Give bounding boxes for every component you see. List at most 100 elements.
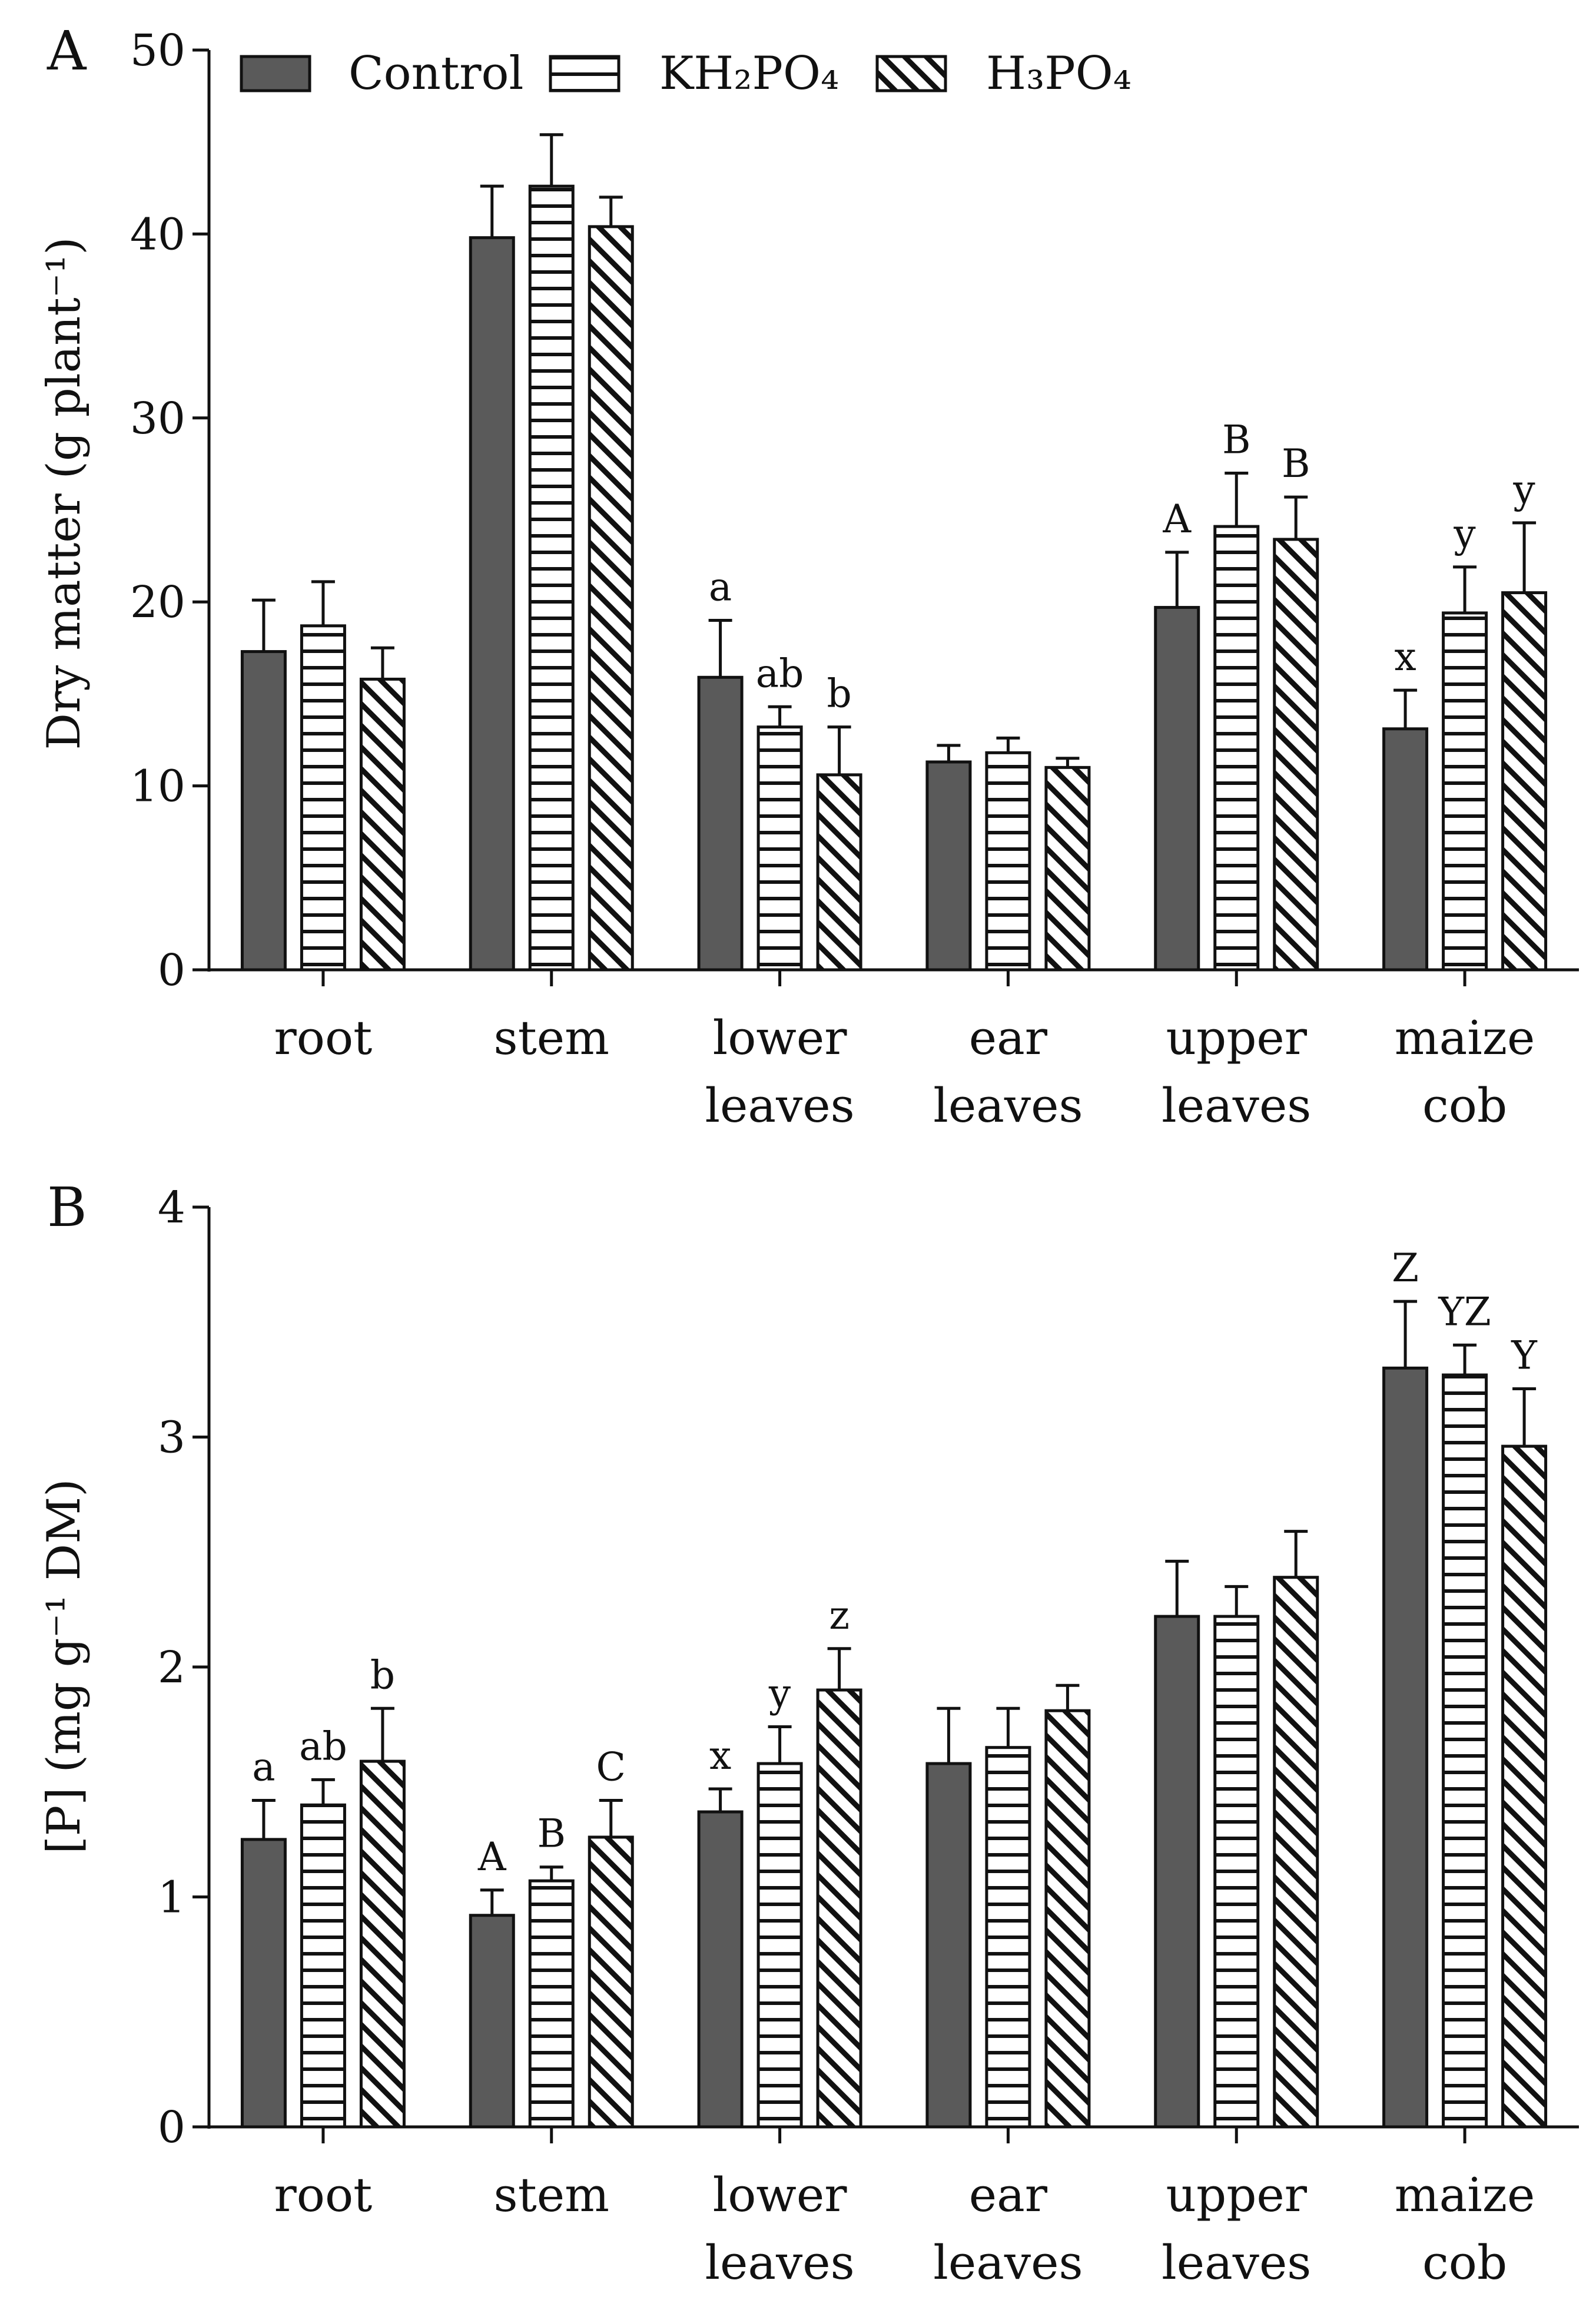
panel-a-category-label-maize-cob: cob bbox=[1422, 1078, 1507, 1133]
legend-item-control: Control bbox=[240, 47, 523, 100]
panel-b-bar-upper-leaves-kh2po4 bbox=[1213, 1615, 1260, 2129]
legend-label-kh2po4: KH₂PO₄ bbox=[659, 47, 839, 100]
panel-a-bar-root-h3po4 bbox=[359, 677, 406, 972]
panel-a-ytick-label: 40 bbox=[130, 209, 185, 260]
panel-a-bar-maize-cob-h3po4 bbox=[1501, 591, 1548, 972]
panel-b-bar-maize-cob-h3po4 bbox=[1501, 1444, 1548, 2129]
panel-b-category-label-lower-leaves: lower bbox=[713, 2168, 848, 2222]
panel-a-category-label-root: root bbox=[274, 1010, 373, 1065]
panel-b-ylabel: [P] (mg g⁻¹ DM) bbox=[38, 1479, 91, 1854]
panel-a-bar-stem-kh2po4 bbox=[528, 184, 575, 972]
panel-b-sig-label-lower-leaves-control: x bbox=[709, 1733, 731, 1778]
panel-b-sig-label-stem-kh2po4: B bbox=[537, 1811, 566, 1857]
panel-a-ytick-label: 20 bbox=[130, 577, 185, 628]
panel-a-letter: A bbox=[47, 19, 87, 82]
panel-b-category-label-maize-cob: maize bbox=[1395, 2168, 1535, 2222]
panel-b-sig-label-stem-control: A bbox=[477, 1834, 507, 1880]
panel-a-bar-lower-leaves-h3po4 bbox=[816, 773, 862, 972]
panel-b-sig-label-root-h3po4: b bbox=[370, 1652, 395, 1698]
panel-a-bar-ear-leaves-h3po4 bbox=[1044, 765, 1091, 972]
legend-swatch-kh2po4 bbox=[549, 55, 621, 92]
panel-a-bar-root-control bbox=[240, 650, 287, 972]
panel-a: A Dry matter (g plant⁻¹) 0 10 20 30 40 50 root… bbox=[38, 19, 1579, 1133]
panel-b-bar-lower-leaves-control bbox=[697, 1810, 744, 2129]
panel-a-category-label-upper-leaves: upper bbox=[1166, 1010, 1307, 1065]
panel-b-bar-root-control bbox=[240, 1838, 287, 2129]
panel-a-category-label-upper-leaves: leaves bbox=[1162, 1078, 1311, 1133]
panel-b-sig-label-root-control: a bbox=[252, 1744, 275, 1789]
panel-b-category-label-upper-leaves: upper bbox=[1166, 2168, 1307, 2222]
panel-a-category-label-lower-leaves: lower bbox=[713, 1010, 848, 1065]
panel-a-ytick-label: 0 bbox=[158, 945, 185, 996]
panel-b-bar-maize-cob-kh2po4 bbox=[1442, 1373, 1488, 2129]
panel-a-sig-label-lower-leaves-h3po4: b bbox=[827, 671, 851, 717]
panel-b-bar-lower-leaves-kh2po4 bbox=[756, 1762, 803, 2129]
legend-swatch-control bbox=[240, 55, 311, 92]
panel-b-sig-label-maize-cob-kh2po4: YZ bbox=[1438, 1289, 1491, 1334]
panel-a-sig-label-upper-leaves-kh2po4: B bbox=[1222, 417, 1251, 463]
panel-b-bar-ear-leaves-kh2po4 bbox=[985, 1746, 1031, 2129]
panel-a-sig-label-upper-leaves-control: A bbox=[1162, 496, 1192, 542]
panel-a-sig-label-upper-leaves-h3po4: B bbox=[1282, 441, 1310, 486]
panel-b-ytick-label: 3 bbox=[158, 1413, 185, 1463]
panel-b-category-label-upper-leaves: leaves bbox=[1162, 2235, 1311, 2290]
panel-a-bar-maize-cob-control bbox=[1382, 727, 1429, 972]
panel-b-bar-root-kh2po4 bbox=[300, 1803, 346, 2129]
panel-b-sig-label-root-kh2po4: ab bbox=[299, 1724, 347, 1769]
panel-a-bar-stem-control bbox=[469, 236, 515, 972]
panel-b-category-label-root: root bbox=[274, 2168, 373, 2222]
panel-b-category-label-ear-leaves: leaves bbox=[933, 2235, 1083, 2290]
legend-label-h3po4: H₃PO₄ bbox=[986, 47, 1132, 100]
panel-a-ylabel: Dry matter (g plant⁻¹) bbox=[38, 237, 91, 750]
panel-a-bar-stem-h3po4 bbox=[588, 225, 634, 972]
panel-b-bar-upper-leaves-h3po4 bbox=[1273, 1576, 1319, 2129]
panel-b-category-label-stem: stem bbox=[494, 2168, 609, 2222]
panel-b-category-label-maize-cob: cob bbox=[1422, 2235, 1507, 2290]
panel-a-bar-lower-leaves-control bbox=[697, 675, 744, 972]
panel-b-bar-root-h3po4 bbox=[359, 1759, 406, 2129]
panel-b-sig-label-maize-cob-h3po4: Y bbox=[1511, 1333, 1538, 1378]
panel-b-bar-upper-leaves-control bbox=[1154, 1615, 1200, 2129]
panel-a-sig-label-lower-leaves-kh2po4: ab bbox=[756, 651, 804, 696]
legend-item-kh2po4: KH₂PO₄ bbox=[549, 47, 839, 100]
panel-b-bar-ear-leaves-control bbox=[925, 1762, 972, 2129]
panel-a-ytick-label: 50 bbox=[130, 25, 185, 76]
panel-a-ytick-label: 30 bbox=[130, 393, 185, 444]
panel-a-category-label-ear-leaves: ear bbox=[969, 1010, 1048, 1065]
panel-b-sig-label-lower-leaves-kh2po4: y bbox=[768, 1671, 791, 1716]
panel-a-bar-ear-leaves-control bbox=[925, 760, 972, 972]
legend: Control KH₂PO₄ H₃PO₄ bbox=[240, 47, 1132, 100]
panel-a-sig-label-maize-cob-h3po4: y bbox=[1512, 467, 1535, 512]
panel-b-bar-lower-leaves-h3po4 bbox=[816, 1688, 862, 2129]
panel-a-bar-ear-leaves-kh2po4 bbox=[985, 751, 1031, 972]
panel-b-letter: B bbox=[47, 1176, 87, 1239]
panel-a-category-label-stem: stem bbox=[494, 1010, 609, 1065]
panel-b-ytick-label: 2 bbox=[158, 1642, 185, 1693]
panel-b-bar-stem-h3po4 bbox=[588, 1835, 634, 2129]
panel-b-sig-label-maize-cob-control: Z bbox=[1392, 1245, 1419, 1291]
panel-a-sig-label-maize-cob-control: x bbox=[1394, 634, 1416, 680]
panel-a-sig-label-lower-leaves-control: a bbox=[709, 564, 732, 609]
legend-swatch-h3po4 bbox=[875, 55, 947, 92]
panel-b-category-label-lower-leaves: leaves bbox=[705, 2235, 854, 2290]
legend-item-h3po4: H₃PO₄ bbox=[875, 47, 1132, 100]
panel-a-sig-label-maize-cob-kh2po4: y bbox=[1453, 511, 1476, 556]
panel-a-bar-maize-cob-kh2po4 bbox=[1442, 611, 1488, 972]
panel-b-category-label-ear-leaves: ear bbox=[969, 2168, 1048, 2222]
panel-b-bar-stem-control bbox=[469, 1914, 515, 2129]
panel-a-bar-upper-leaves-h3po4 bbox=[1273, 538, 1319, 972]
panel-a-category-label-lower-leaves: leaves bbox=[705, 1078, 854, 1133]
panel-a-category-label-ear-leaves: leaves bbox=[933, 1078, 1083, 1133]
panel-b-bar-ear-leaves-h3po4 bbox=[1044, 1709, 1091, 2129]
panel-b-ytick-label: 0 bbox=[158, 2102, 185, 2153]
panel-a-bar-lower-leaves-kh2po4 bbox=[756, 725, 803, 972]
panel-b-ytick-label: 4 bbox=[158, 1182, 185, 1233]
panel-a-bar-root-kh2po4 bbox=[300, 624, 346, 972]
panel-a-ytick-label: 10 bbox=[130, 761, 185, 812]
legend-label-control: Control bbox=[349, 47, 523, 100]
panel-b-bar-stem-kh2po4 bbox=[528, 1879, 575, 2129]
panel-a-plot: 0 10 20 30 40 50 root stem lower leaves aab b ear lea… bbox=[130, 25, 1579, 1133]
panel-b-sig-label-lower-leaves-h3po4: z bbox=[829, 1593, 850, 1638]
